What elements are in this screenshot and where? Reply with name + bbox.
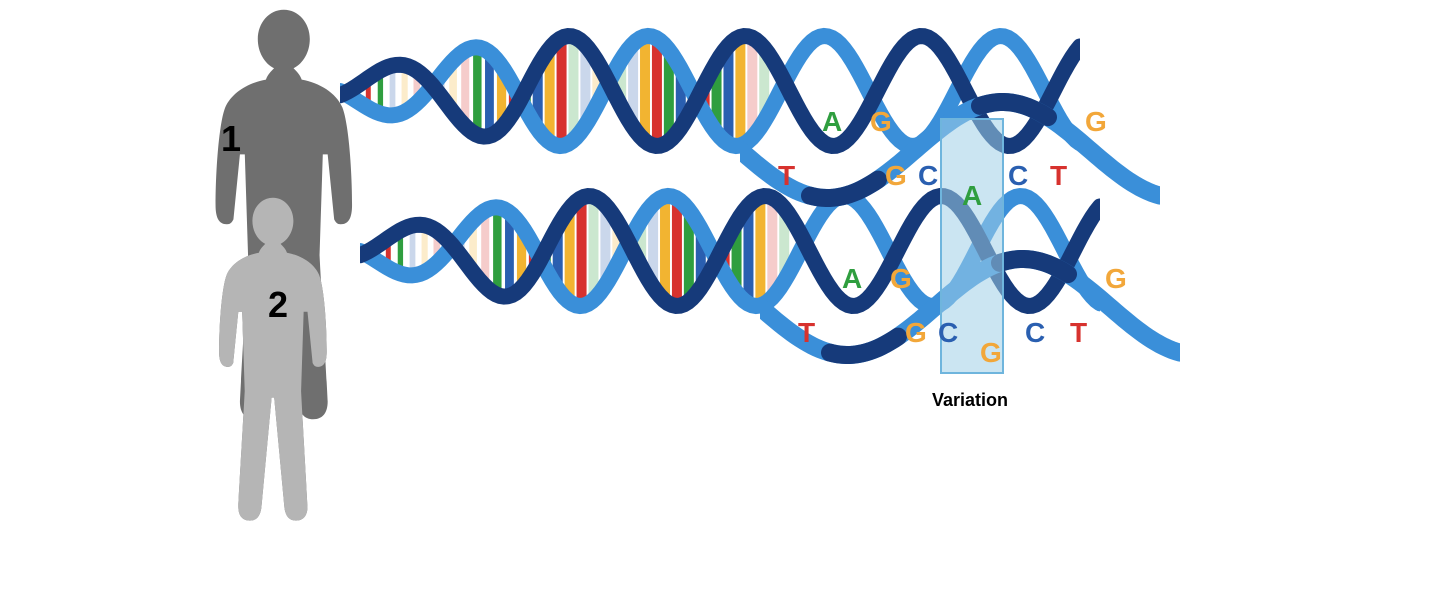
nucleotide-T: T — [778, 160, 795, 192]
nucleotide-G: G — [905, 317, 927, 349]
nucleotide-G: G — [1085, 106, 1107, 138]
nucleotide-G: G — [980, 337, 1002, 369]
figure-1-label: 1 — [221, 118, 241, 160]
nucleotide-T: T — [1050, 160, 1067, 192]
nucleotide-C: C — [1025, 317, 1045, 349]
figure-2-silhouette — [195, 190, 351, 600]
nucleotide-A: A — [842, 263, 862, 295]
variation-label: Variation — [932, 390, 1008, 411]
nucleotide-T: T — [1070, 317, 1087, 349]
nucleotide-T: T — [798, 317, 815, 349]
nucleotide-G: G — [890, 263, 912, 295]
nucleotide-G: G — [870, 106, 892, 138]
nucleotide-C: C — [1008, 160, 1028, 192]
nucleotide-G: G — [885, 160, 907, 192]
nucleotide-G: G — [1105, 263, 1127, 295]
figure-2-label: 2 — [268, 284, 288, 326]
nucleotide-A: A — [822, 106, 842, 138]
diagram-stage: 1 2 Variation TAGGCACTGTAGGCGCTG — [0, 0, 1440, 600]
nucleotide-A: A — [962, 180, 982, 212]
nucleotide-C: C — [938, 317, 958, 349]
nucleotide-C: C — [918, 160, 938, 192]
